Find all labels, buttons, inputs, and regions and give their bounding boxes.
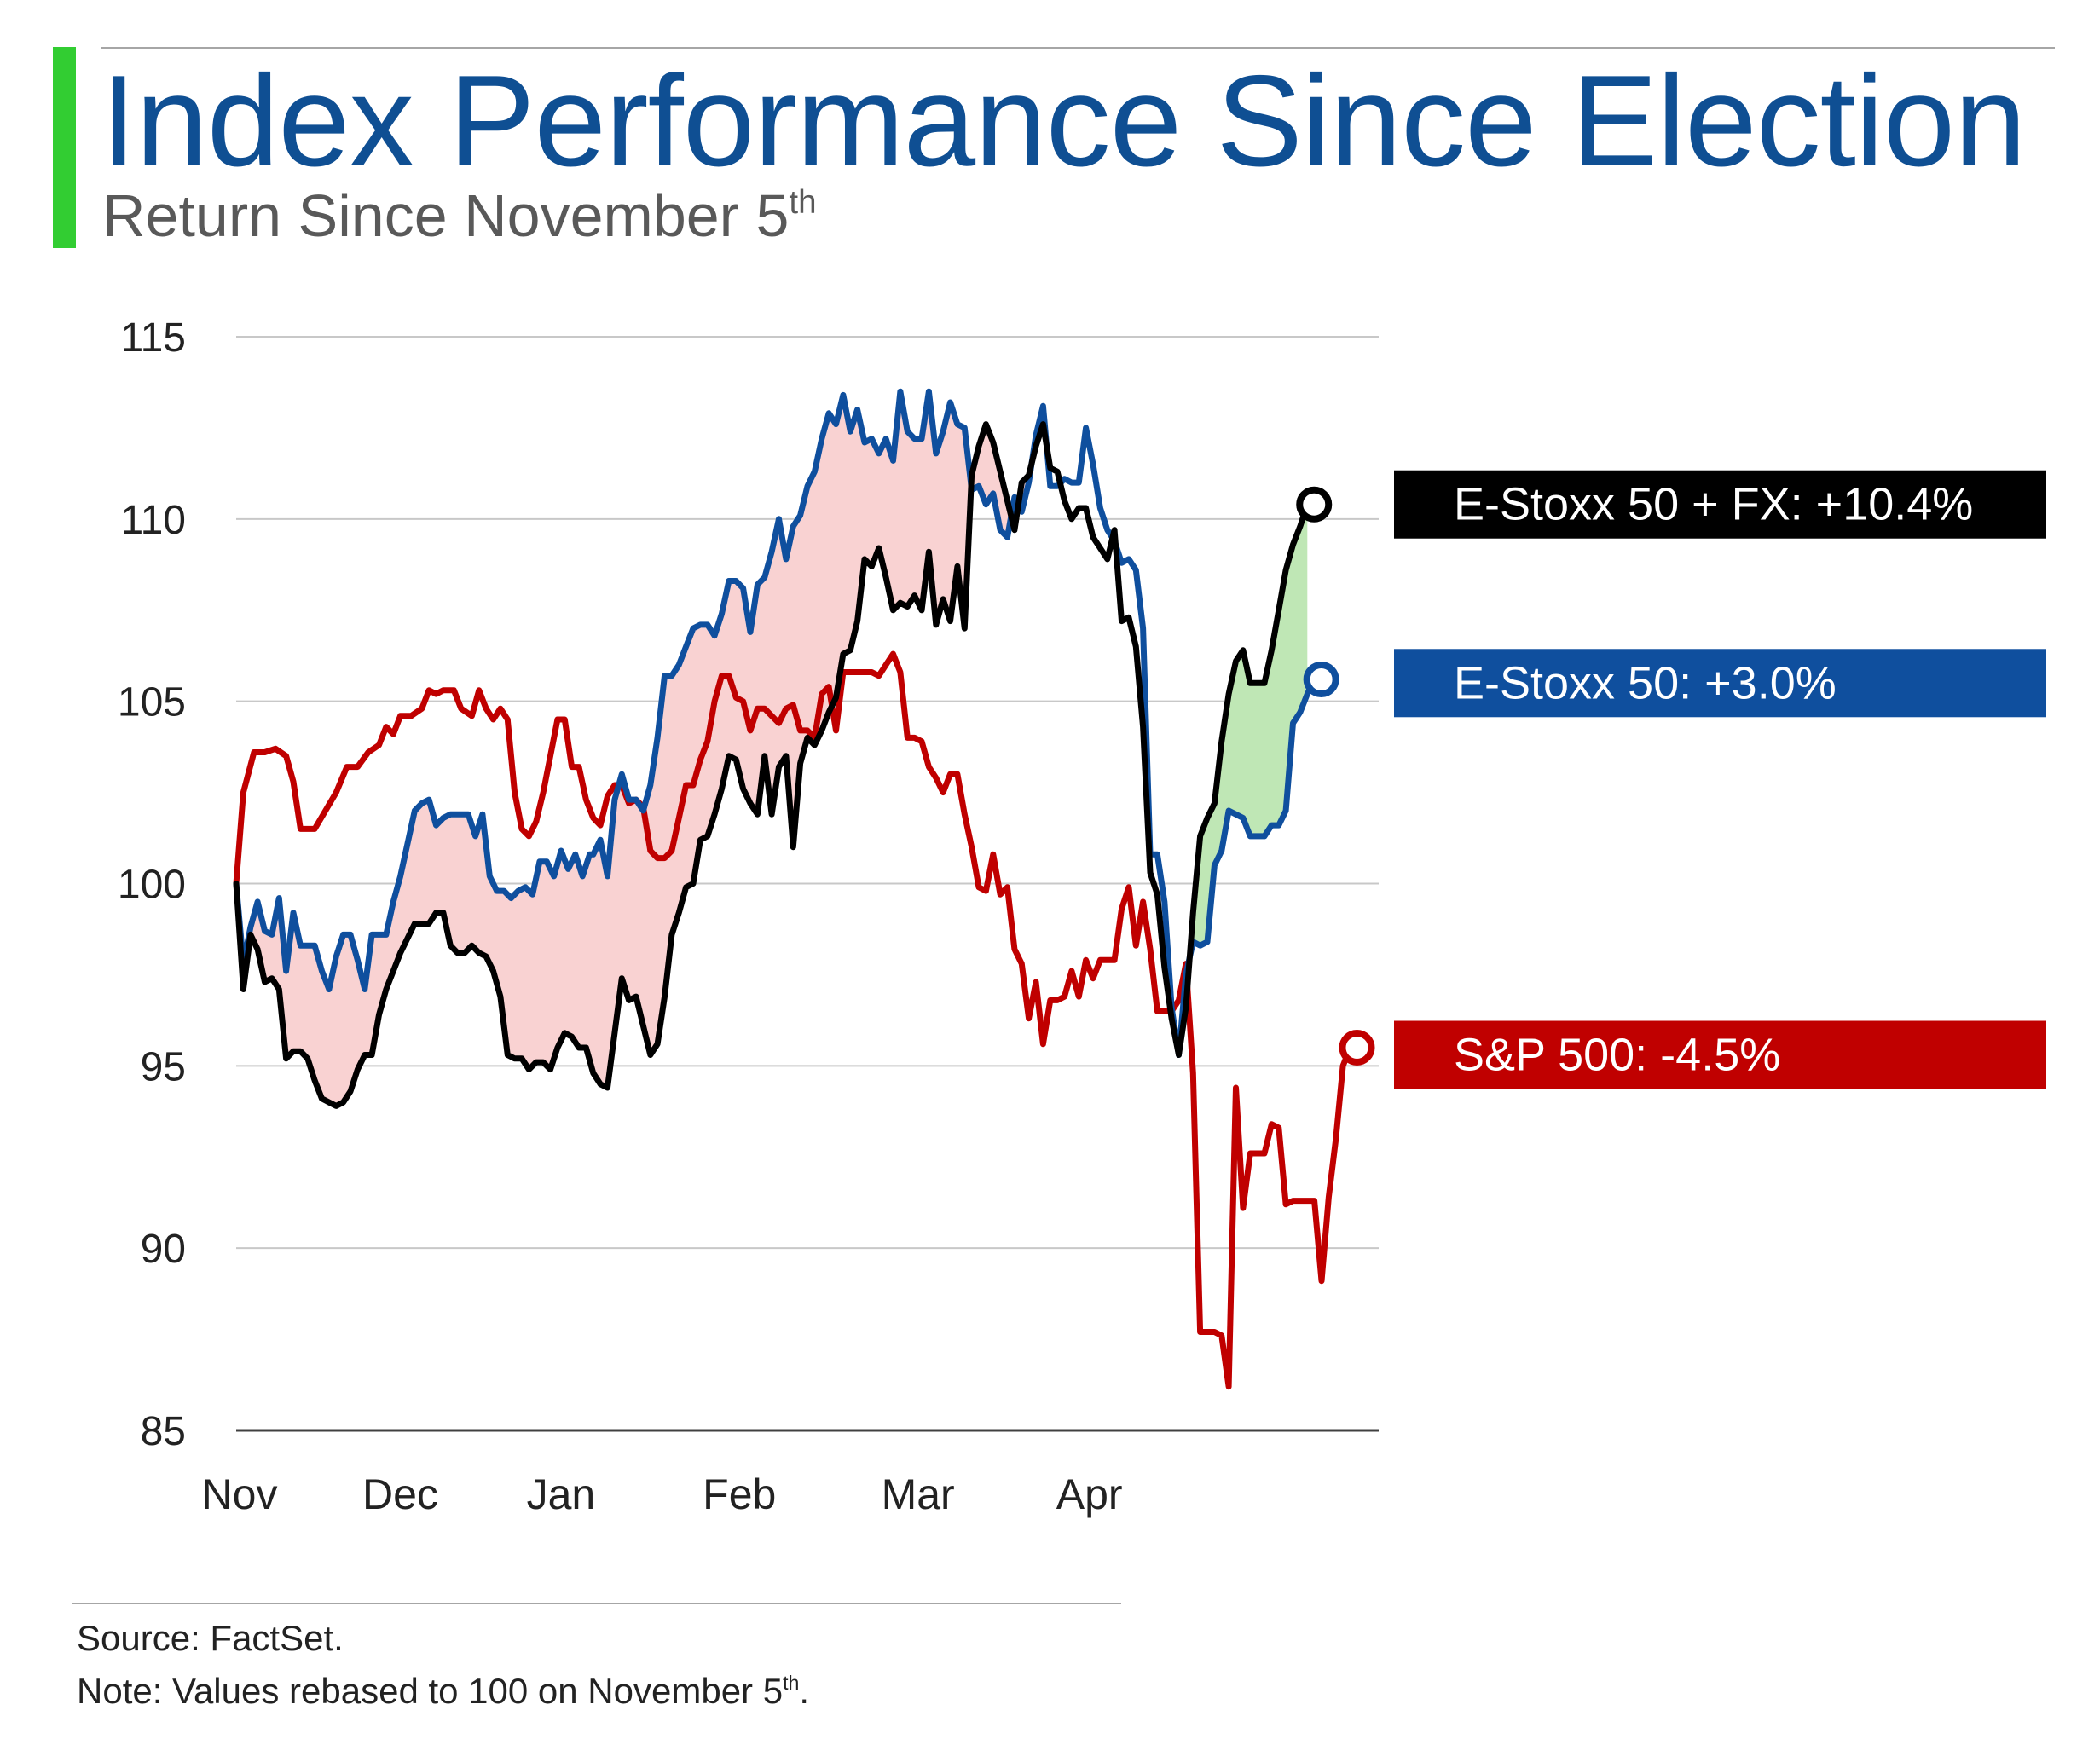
- y-tick-label: 105: [118, 680, 186, 725]
- shade-region-red: [236, 391, 1044, 1106]
- y-tick-label: 90: [141, 1227, 186, 1272]
- label-estoxx50-fx-text: E-Stoxx 50 + FX: +10.4%: [1454, 479, 1973, 530]
- y-axis-tick-labels: 85 90 95 100 105 110 115: [118, 315, 186, 1454]
- note-text: Note: Values rebased to 100 on November …: [77, 1671, 784, 1711]
- note-superscript: th: [783, 1671, 800, 1694]
- series-lines: [233, 388, 1353, 1390]
- end-value-labels: E-Stoxx 50 + FX: +10.4% E-Stoxx 50: +3.0%…: [1296, 470, 2046, 1089]
- label-sp500-text: S&P 500: -4.5%: [1454, 1030, 1780, 1081]
- label-estoxx50-marker: [1303, 662, 1339, 698]
- rebase-note: Note: Values rebased to 100 on November …: [77, 1671, 809, 1712]
- page-title: Index Performance Since Election: [101, 49, 2027, 194]
- x-tick-label: Dec: [362, 1470, 438, 1518]
- x-tick-label: Jan: [527, 1470, 596, 1518]
- subtitle-text: Return Since November 5: [102, 182, 790, 249]
- label-estoxx50-fx-box: [1394, 470, 2046, 539]
- label-estoxx50-box: [1394, 649, 2046, 718]
- label-sp500-marker: [1339, 1029, 1375, 1066]
- x-axis-tick-labels: Nov Dec Jan Feb Mar Apr: [202, 1470, 1123, 1518]
- page-subtitle: Return Since November 5th: [102, 186, 817, 246]
- footer-rule: [72, 1603, 1121, 1604]
- y-tick-label: 95: [141, 1044, 186, 1089]
- subtitle-superscript: th: [789, 184, 817, 222]
- top-rule: [101, 47, 2055, 49]
- label-estoxx50-text: E-Stoxx 50: +3.0%: [1454, 657, 1837, 708]
- x-tick-label: Apr: [1056, 1470, 1123, 1518]
- label-sp500-box: [1394, 1020, 2046, 1089]
- y-tick-label: 110: [120, 498, 186, 543]
- y-tick-label: 85: [141, 1409, 186, 1454]
- line-estoxx50: [233, 388, 1318, 1058]
- y-tick-label: 100: [118, 863, 186, 908]
- source-note: Source: FactSet.: [77, 1618, 344, 1658]
- y-tick-label: 115: [120, 315, 186, 361]
- accent-bar: [53, 47, 76, 248]
- x-tick-label: Feb: [703, 1470, 776, 1518]
- x-tick-label: Nov: [202, 1470, 278, 1518]
- note-end: .: [799, 1671, 810, 1711]
- line-estoxx50-fx: [233, 421, 1310, 1109]
- x-tick-label: Mar: [882, 1470, 955, 1518]
- label-estoxx50-fx-marker: [1296, 486, 1333, 523]
